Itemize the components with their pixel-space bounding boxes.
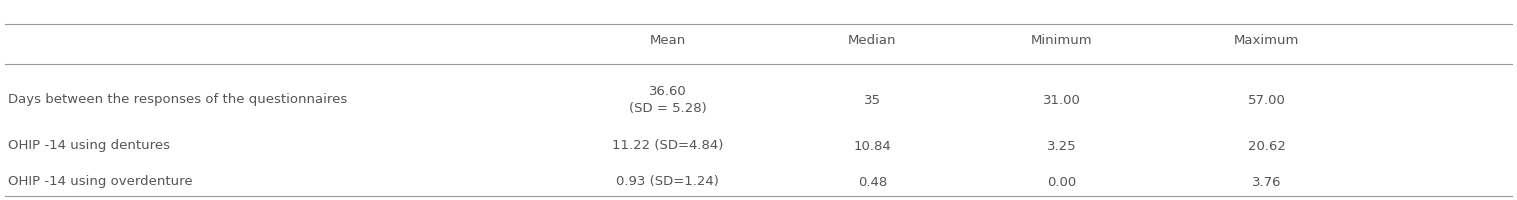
Text: OHIP -14 using overdenture: OHIP -14 using overdenture [8, 176, 193, 188]
Text: Minimum: Minimum [1032, 33, 1092, 46]
Text: 31.00: 31.00 [1044, 94, 1080, 106]
Text: Mean: Mean [649, 33, 686, 46]
Text: 11.22 (SD=4.84): 11.22 (SD=4.84) [611, 140, 724, 152]
Text: Maximum: Maximum [1233, 33, 1300, 46]
Text: Median: Median [848, 33, 897, 46]
Text: 57.00: 57.00 [1248, 94, 1285, 106]
Text: 0.48: 0.48 [857, 176, 887, 188]
Text: 36.60
(SD = 5.28): 36.60 (SD = 5.28) [628, 85, 707, 115]
Text: 35: 35 [863, 94, 881, 106]
Text: 0.93 (SD=1.24): 0.93 (SD=1.24) [616, 176, 719, 188]
Text: 3.25: 3.25 [1047, 140, 1077, 152]
Text: OHIP -14 using dentures: OHIP -14 using dentures [8, 140, 170, 152]
Text: 0.00: 0.00 [1047, 176, 1077, 188]
Text: 3.76: 3.76 [1252, 176, 1282, 188]
Text: Days between the responses of the questionnaires: Days between the responses of the questi… [8, 94, 347, 106]
Text: 20.62: 20.62 [1248, 140, 1285, 152]
Text: 10.84: 10.84 [854, 140, 890, 152]
